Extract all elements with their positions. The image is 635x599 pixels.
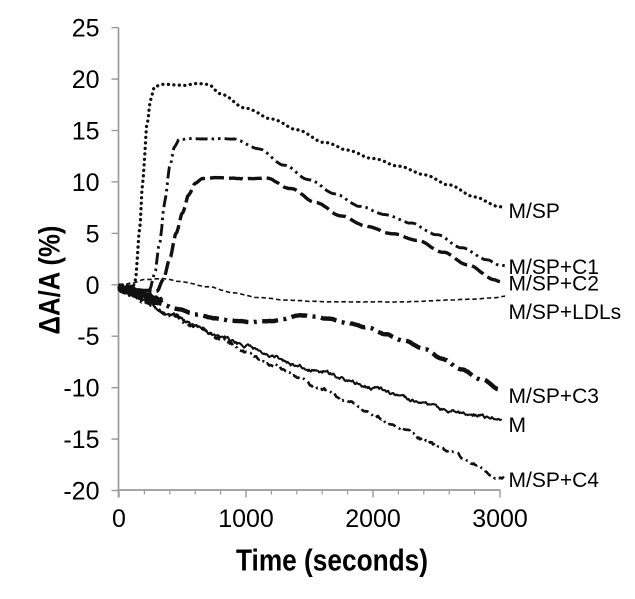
svg-text:2000: 2000 [345, 505, 401, 533]
svg-text:M/SP+C3: M/SP+C3 [509, 385, 599, 408]
svg-text:3000: 3000 [472, 505, 528, 533]
svg-text:M/SP: M/SP [509, 200, 560, 223]
svg-text:-20: -20 [63, 478, 99, 506]
svg-text:M/SP+C2: M/SP+C2 [509, 273, 599, 296]
svg-text:-15: -15 [63, 426, 99, 454]
svg-text:M/SP+C4: M/SP+C4 [509, 469, 600, 492]
svg-text:Time (seconds): Time (seconds) [236, 543, 428, 578]
svg-text:1000: 1000 [218, 505, 274, 533]
svg-text:M: M [509, 414, 527, 437]
svg-text:0: 0 [112, 505, 126, 533]
svg-text:-10: -10 [63, 375, 99, 403]
svg-text:M/SP+C1: M/SP+C1 [509, 256, 599, 279]
svg-text:-5: -5 [77, 323, 99, 351]
svg-text:15: 15 [72, 117, 100, 145]
svg-text:20: 20 [72, 66, 100, 94]
svg-text:0: 0 [86, 272, 100, 300]
svg-text:5: 5 [86, 220, 100, 248]
svg-text:10: 10 [72, 169, 100, 197]
svg-text:M/SP+LDLs: M/SP+LDLs [509, 301, 622, 324]
svg-text:ΔA/A (%): ΔA/A (%) [34, 226, 67, 335]
svg-text:25: 25 [72, 15, 100, 43]
